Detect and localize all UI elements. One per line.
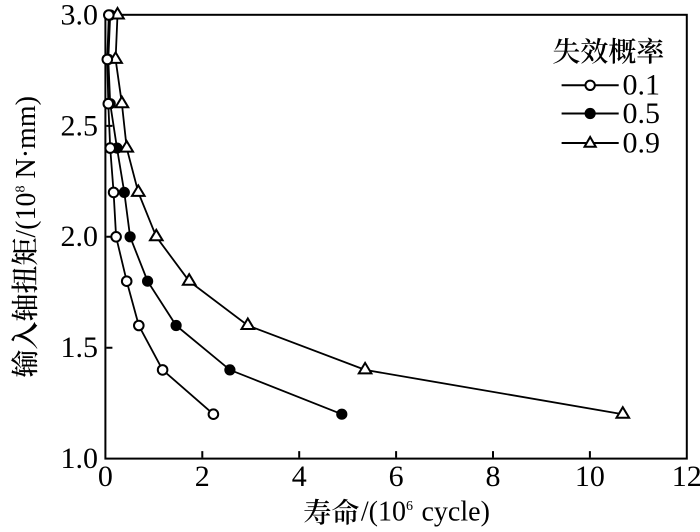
svg-text:0: 0	[98, 460, 113, 493]
svg-text:3.0: 3.0	[61, 0, 99, 31]
svg-text:12: 12	[672, 460, 700, 493]
svg-text:0.9: 0.9	[623, 126, 661, 159]
svg-text:0.5: 0.5	[623, 97, 661, 130]
svg-text:6: 6	[389, 460, 404, 493]
svg-text:1.0: 1.0	[61, 442, 99, 475]
svg-text:2: 2	[195, 460, 210, 493]
svg-text:/(106 cycle): /(106 cycle)	[361, 497, 490, 528]
svg-text:2.0: 2.0	[61, 220, 99, 253]
svg-text:10: 10	[575, 460, 605, 493]
svg-text:/(108 N·mm): /(108 N·mm)	[11, 96, 42, 238]
svg-text:8: 8	[486, 460, 501, 493]
svg-text:1.5: 1.5	[61, 331, 99, 364]
svg-text:0.1: 0.1	[623, 69, 661, 102]
svg-text:4: 4	[292, 460, 307, 493]
svg-text:2.5: 2.5	[61, 109, 99, 142]
